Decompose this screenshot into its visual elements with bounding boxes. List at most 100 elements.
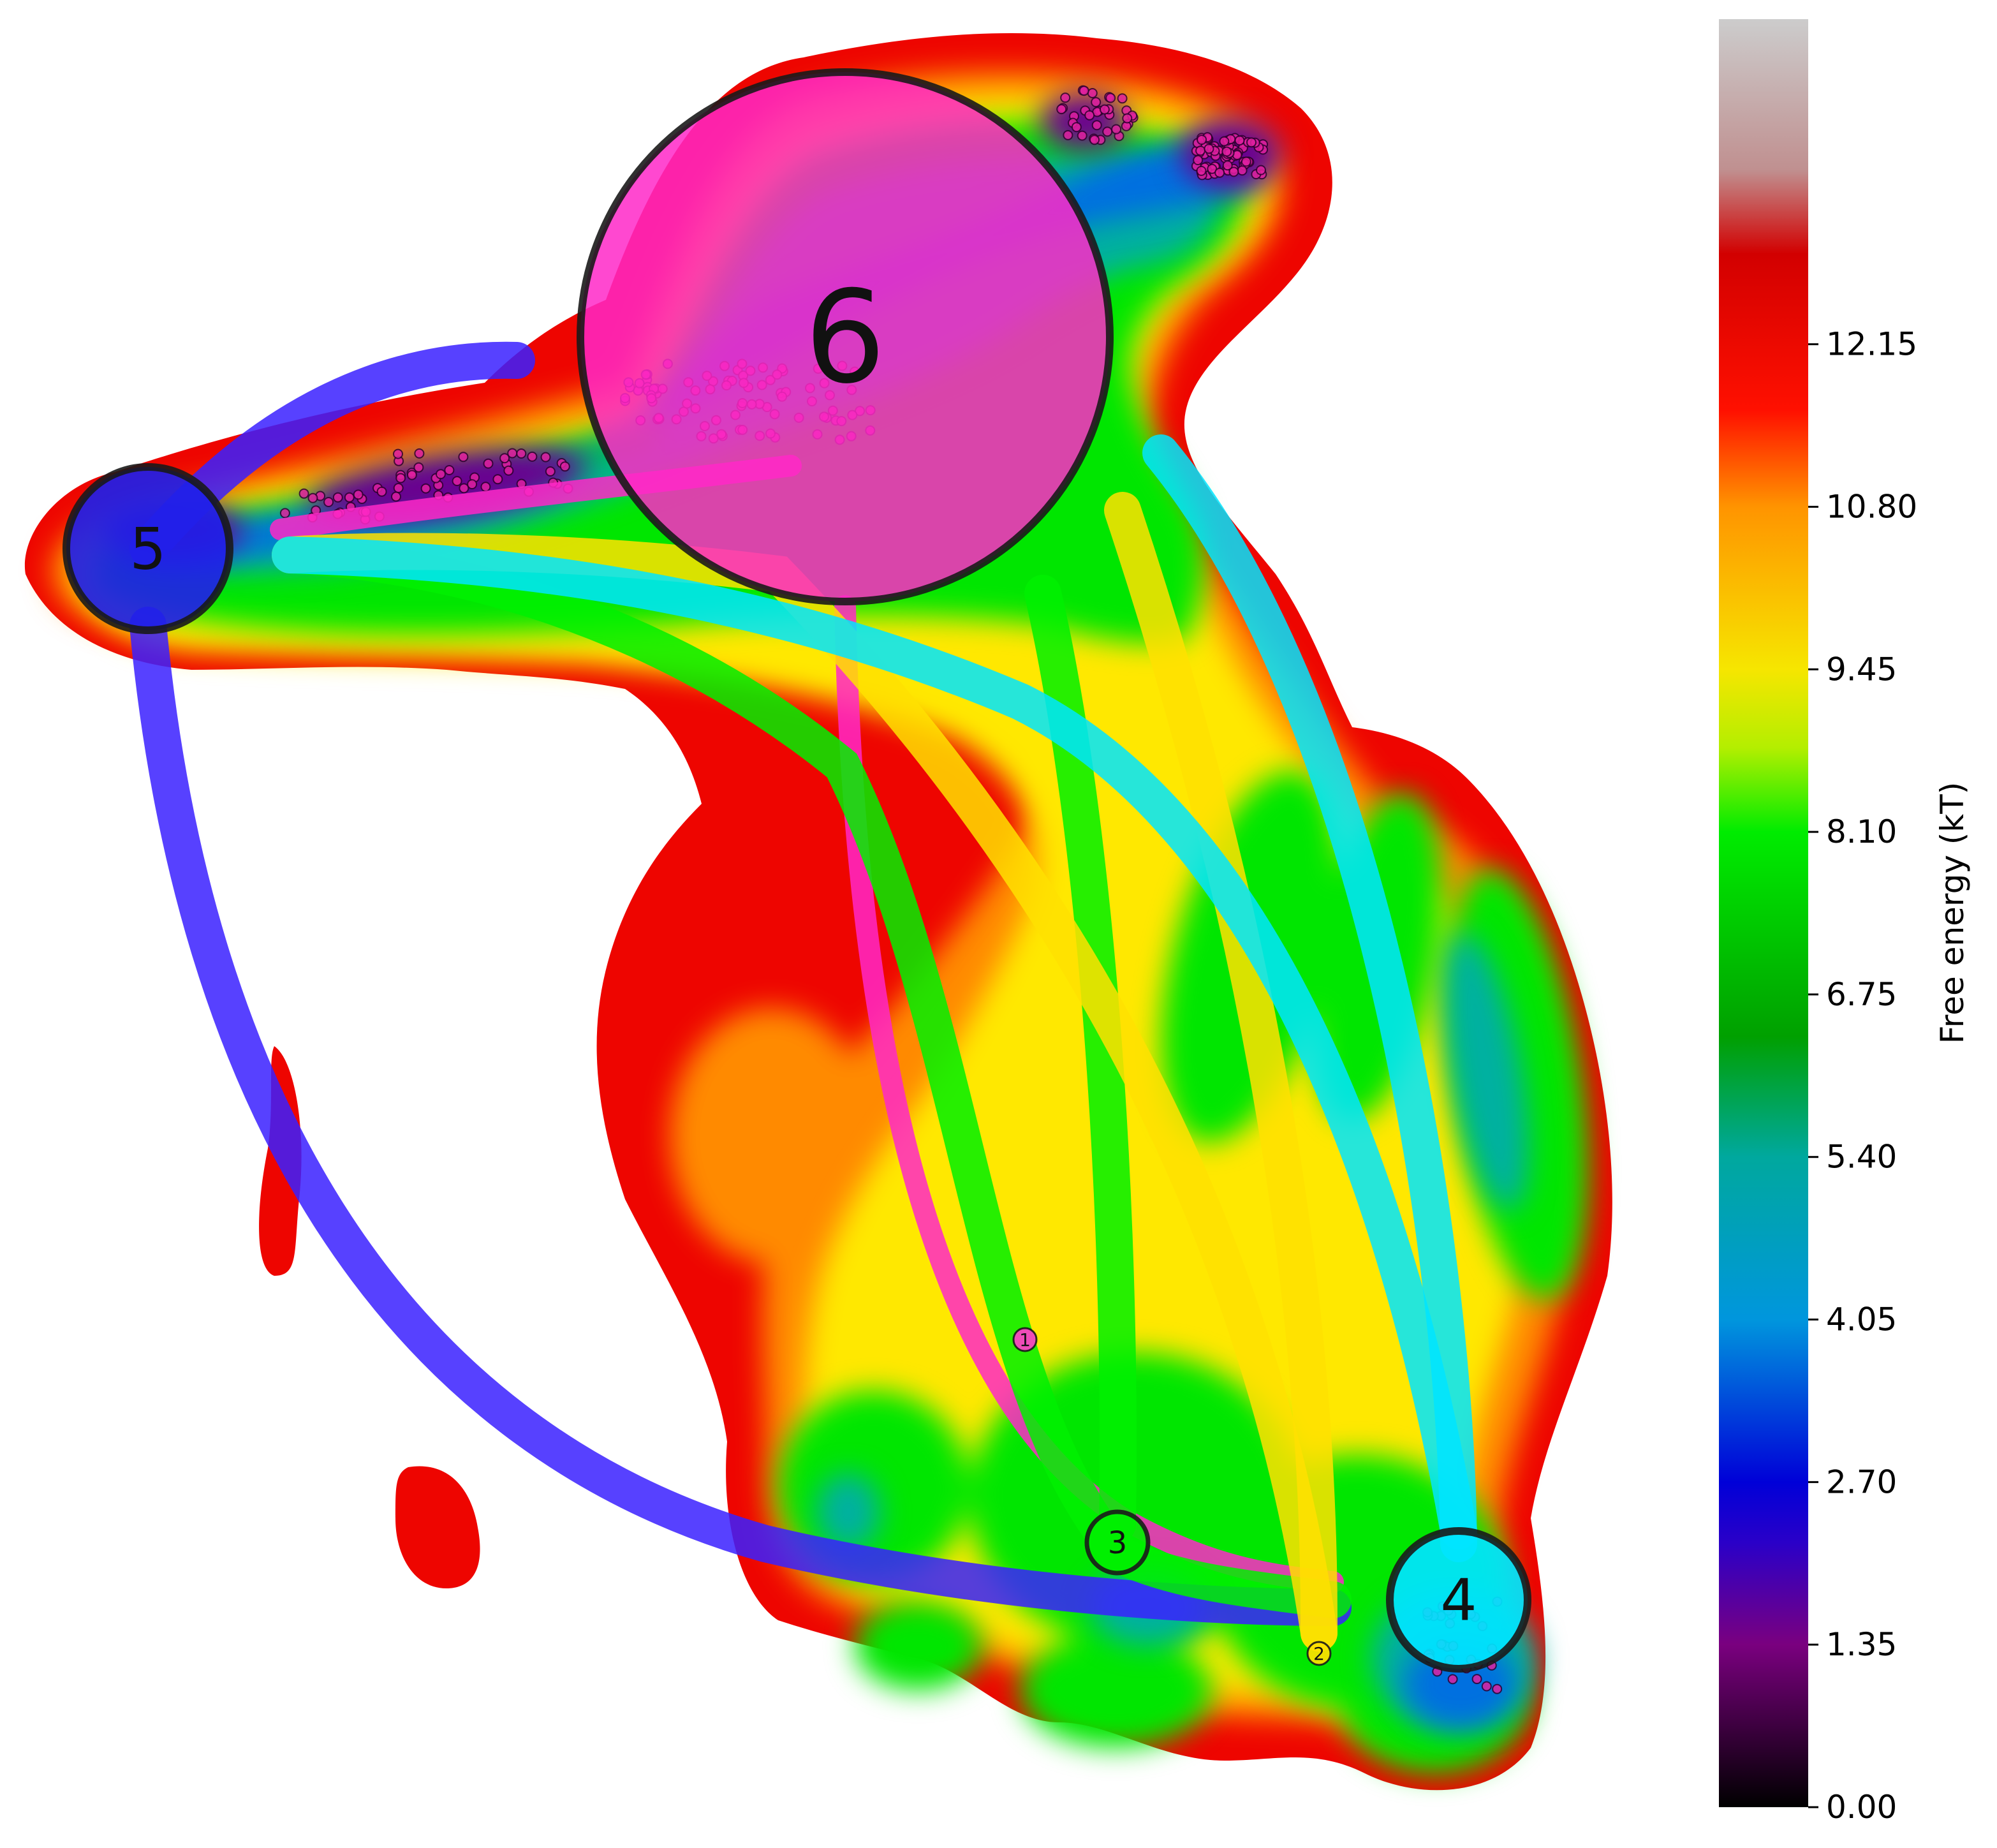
network-nodes: 6 5 4 3 1 2 [63,68,1531,1673]
sample-point [1204,144,1214,154]
sample-point [1084,110,1095,121]
sample-point [279,508,290,519]
sample-point [1256,165,1266,175]
sample-point [459,483,469,494]
node-4-label: 4 [1440,1567,1477,1634]
node-5-circle [63,463,233,634]
sample-point [1077,130,1087,141]
sample-point [323,497,334,507]
sample-point [298,488,309,499]
sample-point [1234,135,1245,146]
sample-point [1481,1681,1492,1692]
transition-edges [129,341,1477,1652]
sample-point [492,474,503,485]
sample-point [1122,113,1133,124]
edge-4-to-6 [272,536,1477,1549]
sample-point [1060,92,1071,103]
sample-point [540,452,551,462]
node-1[interactable]: 1 [1012,1327,1038,1352]
sample-point [1492,1683,1503,1694]
sample-point [1241,156,1251,167]
sample-point [483,458,494,469]
sample-point [1089,135,1100,145]
sample-point [480,482,491,492]
sample-point [376,486,387,497]
edge-5-to-3 [129,607,1352,1626]
node-2-label: 2 [1313,1643,1325,1664]
node-6[interactable]: 6 [577,68,1114,605]
sample-point [1228,166,1239,177]
colorbar-strip [1719,19,1808,1807]
sample-point [1471,1674,1482,1685]
sample-point [458,452,469,462]
sample-point [1246,137,1256,148]
edge-2-to-5 [1104,492,1338,1652]
sample-point [1195,145,1206,156]
node-1-label: 1 [1019,1329,1031,1350]
node-6-label: 6 [804,263,885,412]
edge-4-to-5 [1142,434,1477,1562]
sample-point [1237,165,1248,176]
sample-point [344,492,355,503]
sample-point [1214,167,1225,178]
sample-point [332,492,343,503]
sample-point [1111,124,1122,135]
sample-point [1071,122,1082,133]
sample-point [527,451,538,462]
sample-point [1091,120,1102,131]
sample-point [559,461,570,472]
colorbar-label: Free energy (kT) [1934,782,1971,1044]
sample-point [1219,136,1230,147]
sample-point [406,469,417,480]
node-5-label: 5 [129,516,166,583]
colorbar-tick-label: 5.40 [1826,1139,1897,1176]
sample-point [1197,135,1207,145]
colorbar-tick-label: 10.80 [1826,488,1917,525]
node-4[interactable]: 4 [1386,1527,1531,1673]
sample-point [503,465,514,476]
sample-point [393,448,403,459]
colorbar-tick-label: 1.35 [1826,1626,1897,1663]
colorbar-tick-label: 4.05 [1826,1301,1897,1338]
sample-point [1102,126,1113,137]
sample-point [499,453,510,464]
sample-point [1087,88,1098,98]
colorbar: 0.00 1.35 2.70 4.05 5.40 6.75 8.10 9.45 10.80 12.… [1719,19,1971,1826]
node-5[interactable]: 5 [63,463,233,634]
node-3-label: 3 [1108,1525,1128,1561]
sample-point [1222,160,1233,171]
sample-point [545,466,556,477]
sample-point [1079,85,1089,96]
node-3-circle [1084,1509,1151,1576]
edge-3-to-5 [272,536,1352,1618]
sample-point [1056,104,1067,115]
sample-point [467,479,478,490]
colorbar-tick-label: 6.75 [1826,976,1897,1013]
colorbar-tick-label: 8.10 [1826,813,1897,850]
sample-point [436,469,446,480]
sample-point [452,476,462,487]
sample-point [413,462,424,473]
node-2[interactable]: 2 [1306,1641,1332,1666]
colorbar-tick-label: 9.45 [1826,651,1897,688]
colorbar-tick-label: 2.70 [1826,1463,1897,1500]
sample-point [1063,129,1073,140]
sample-point [1447,1674,1458,1685]
sample-point [516,448,527,459]
sample-point [1105,92,1116,103]
sample-point [420,483,431,494]
node-6-circle [577,68,1114,605]
sample-point [1117,93,1128,104]
sample-point [307,492,318,503]
sample-point [1099,104,1110,115]
node-4-circle [1386,1527,1531,1673]
colorbar-ticks: 0.00 1.35 2.70 4.05 5.40 6.75 8.10 9.45 10.80 12.… [1808,326,1917,1826]
sample-point [391,491,401,502]
sample-point [1196,165,1207,176]
sample-point [1221,146,1232,157]
sample-point [1091,97,1102,108]
sample-point [393,483,404,493]
node-3[interactable]: 3 [1084,1509,1151,1576]
